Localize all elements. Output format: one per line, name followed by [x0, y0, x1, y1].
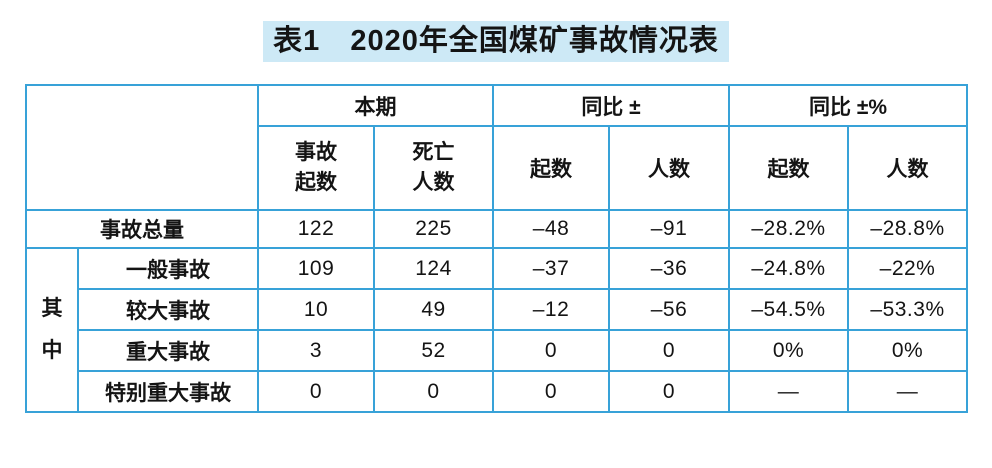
table-row-larger: 较大事故 10 49 –12 –56 –54.5% –53.3%: [26, 288, 969, 331]
header-row-groups: 本期 同比 ± 同比 ±%: [25, 84, 969, 211]
header-accident-count-line1: 事故: [295, 140, 337, 164]
total-accident-count: 122: [257, 209, 375, 249]
table-row-total: 事故总量 122 225 –48 –91 –28.2% –28.8%: [25, 209, 969, 249]
major-yoy-pct-count: 0%: [728, 329, 849, 372]
larger-yoy-pct-people: –53.3%: [846, 288, 969, 331]
row-label-larger: 较大事故: [77, 288, 259, 331]
general-death-toll: 124: [373, 247, 494, 290]
general-yoy-count: –37: [492, 247, 610, 290]
header-yoy-count: 起数: [492, 125, 610, 211]
header-accident-count-line2: 起数: [295, 171, 337, 194]
extra-major-yoy-pct-people: —: [846, 370, 969, 413]
header-death-toll-line1: 死亡: [412, 140, 455, 164]
table-caption-text: 2020年全国煤矿事故情况表: [350, 25, 719, 57]
table-row-general: 其中 一般事故 109 124 –37 –36 –24.8% –22%: [25, 247, 969, 413]
coal-mine-accidents-table: 本期 同比 ± 同比 ±% 事故 起数 死亡 人数 起数 人数 起数 人数 事故…: [25, 84, 969, 413]
header-yoy-pct-count: 起数: [728, 125, 849, 211]
header-current-period: 本期: [257, 84, 494, 127]
major-death-toll: 52: [373, 329, 494, 372]
larger-yoy-pct-count: –54.5%: [728, 288, 849, 331]
corner-empty-cell: [25, 84, 259, 211]
total-yoy-count: –48: [492, 209, 610, 249]
larger-accident-count: 10: [257, 288, 375, 331]
header-yoy: 同比 ±: [492, 84, 730, 127]
group-label-among-which: 其中: [25, 247, 79, 413]
major-yoy-people: 0: [608, 329, 730, 372]
major-yoy-count: 0: [492, 329, 610, 372]
total-yoy-people: –91: [608, 209, 730, 249]
table-number: 表1: [273, 25, 321, 57]
general-yoy-pct-people: –22%: [846, 247, 969, 290]
extra-major-yoy-count: 0: [492, 370, 610, 413]
total-death-toll: 225: [373, 209, 494, 249]
larger-death-toll: 49: [373, 288, 494, 331]
major-accident-count: 3: [257, 329, 375, 372]
general-accident-count: 109: [257, 247, 375, 290]
table-row-extra-major: 特别重大事故 0 0 0 0 — —: [26, 370, 969, 413]
group-label-text: 其中: [41, 297, 63, 362]
table-title-highlight: 表1 2020年全国煤矿事故情况表: [263, 21, 729, 62]
header-death-toll: 死亡 人数: [373, 125, 494, 211]
header-death-toll-line2: 人数: [412, 171, 455, 194]
larger-yoy-people: –56: [608, 288, 730, 331]
extra-major-accident-count: 0: [257, 370, 375, 413]
larger-yoy-count: –12: [492, 288, 610, 331]
extra-major-yoy-people: 0: [608, 370, 730, 413]
row-label-total: 事故总量: [25, 209, 259, 249]
header-yoy-percent: 同比 ±%: [727, 84, 969, 127]
total-yoy-pct-people: –28.8%: [846, 209, 969, 249]
row-label-general: 一般事故: [77, 247, 259, 290]
table-row-major: 重大事故 3 52 0 0 0% 0%: [26, 329, 969, 372]
major-yoy-pct-people: 0%: [846, 329, 969, 372]
row-label-extra-major: 特别重大事故: [77, 370, 259, 413]
total-yoy-pct-count: –28.2%: [728, 209, 849, 249]
header-yoy-people: 人数: [608, 125, 730, 211]
extra-major-yoy-pct-count: —: [728, 370, 849, 413]
general-yoy-people: –36: [608, 247, 730, 290]
row-label-major: 重大事故: [77, 329, 259, 372]
header-accident-count: 事故 起数: [257, 125, 375, 211]
page-title: 表1 2020年全国煤矿事故情况表: [0, 21, 992, 62]
general-yoy-pct-count: –24.8%: [728, 247, 849, 290]
extra-major-death-toll: 0: [373, 370, 494, 413]
header-yoy-pct-people: 人数: [846, 125, 969, 211]
header-row-sub: 事故 起数 死亡 人数 起数 人数 起数 人数: [26, 125, 969, 211]
